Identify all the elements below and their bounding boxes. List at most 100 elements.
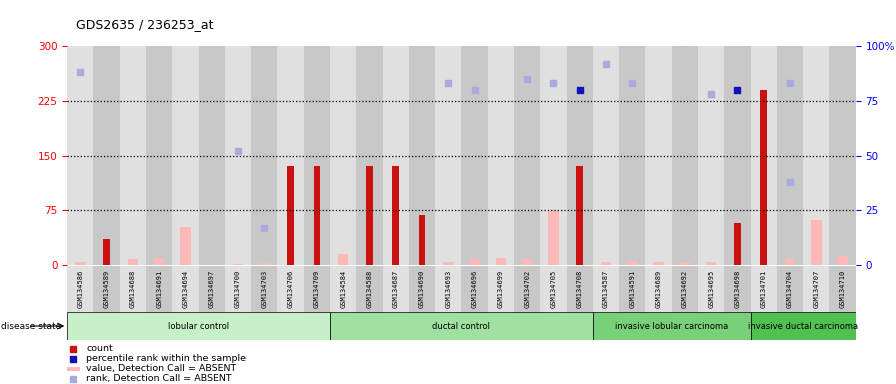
Bar [593, 312, 751, 340]
Bar [146, 266, 172, 313]
Text: GSM134692: GSM134692 [682, 270, 688, 308]
Point [547, 80, 561, 86]
Text: ductal control: ductal control [433, 321, 490, 331]
Bar [566, 46, 593, 265]
Point [257, 225, 271, 231]
Bar [278, 46, 304, 265]
Bar [724, 266, 751, 313]
Text: GSM134694: GSM134694 [183, 270, 188, 308]
Bar [514, 46, 540, 265]
Bar [278, 266, 304, 313]
Text: GSM134587: GSM134587 [603, 270, 609, 308]
Bar [154, 258, 165, 265]
Point [66, 356, 81, 362]
Text: GSM134699: GSM134699 [498, 270, 504, 308]
Bar [521, 259, 532, 265]
Text: GSM134586: GSM134586 [77, 270, 83, 308]
Bar [672, 46, 698, 265]
Text: GSM134591: GSM134591 [629, 270, 635, 308]
Bar [540, 266, 566, 313]
Bar [233, 263, 244, 265]
Bar [418, 215, 426, 265]
Bar [288, 167, 294, 265]
Bar [724, 46, 751, 265]
Bar [199, 46, 225, 265]
Bar [172, 46, 199, 265]
Text: GSM134697: GSM134697 [209, 270, 215, 308]
Text: GSM134698: GSM134698 [735, 270, 740, 308]
Text: GSM134693: GSM134693 [445, 270, 452, 308]
Bar [751, 312, 856, 340]
Bar [93, 266, 120, 313]
Bar [576, 167, 583, 265]
Text: GDS2635 / 236253_at: GDS2635 / 236253_at [76, 18, 213, 31]
Point [231, 148, 246, 154]
Text: GSM134705: GSM134705 [550, 270, 556, 308]
Bar [357, 266, 383, 313]
Bar [830, 46, 856, 265]
Bar [777, 266, 803, 313]
Point [66, 376, 81, 382]
Point [125, 17, 140, 23]
Text: count: count [86, 344, 113, 353]
Bar [93, 46, 120, 265]
Text: rank, Detection Call = ABSENT: rank, Detection Call = ABSENT [86, 374, 232, 384]
Text: GSM134707: GSM134707 [814, 270, 819, 308]
Bar [470, 259, 480, 265]
Text: GSM134696: GSM134696 [471, 270, 478, 308]
Text: GSM134695: GSM134695 [708, 270, 714, 308]
Bar [698, 46, 724, 265]
Bar [330, 266, 357, 313]
Text: GSM134689: GSM134689 [656, 270, 661, 308]
Bar [127, 259, 138, 265]
Bar [259, 263, 270, 265]
Text: GSM134691: GSM134691 [156, 270, 162, 308]
Bar [627, 261, 638, 265]
Bar [706, 262, 717, 265]
Bar [777, 46, 803, 265]
Bar [304, 266, 330, 313]
Point [783, 80, 797, 86]
Text: GSM134704: GSM134704 [787, 270, 793, 308]
Bar [487, 266, 514, 313]
Point [677, 39, 692, 45]
Point [599, 61, 613, 67]
Bar [679, 262, 690, 265]
Text: disease state: disease state [1, 321, 61, 331]
Bar [600, 262, 611, 265]
Bar [67, 312, 330, 340]
Bar [67, 367, 80, 371]
Bar [199, 266, 225, 313]
Bar [803, 266, 830, 313]
Bar [540, 46, 566, 265]
Bar [548, 210, 559, 265]
Text: GSM134700: GSM134700 [235, 270, 241, 308]
Text: GSM134588: GSM134588 [366, 270, 373, 308]
Bar [392, 167, 399, 265]
Point [783, 179, 797, 185]
Bar [366, 167, 373, 265]
Text: GSM134706: GSM134706 [288, 270, 294, 308]
Bar [172, 266, 199, 313]
Point [441, 80, 455, 86]
Bar [734, 223, 741, 265]
Bar [461, 46, 487, 265]
Bar [645, 266, 672, 313]
Text: lobular control: lobular control [168, 321, 229, 331]
Point [66, 346, 81, 352]
Bar [120, 46, 146, 265]
Bar [785, 259, 796, 265]
Bar [103, 240, 110, 265]
Text: invasive ductal carcinoma: invasive ductal carcinoma [748, 321, 858, 331]
Bar [330, 46, 357, 265]
Bar [830, 266, 856, 313]
Bar [225, 266, 251, 313]
Bar [75, 262, 86, 265]
Bar [653, 262, 664, 265]
Bar [811, 220, 822, 265]
Bar [225, 46, 251, 265]
Bar [514, 266, 540, 313]
Bar [357, 46, 383, 265]
Point [651, 25, 666, 31]
Bar [593, 46, 619, 265]
